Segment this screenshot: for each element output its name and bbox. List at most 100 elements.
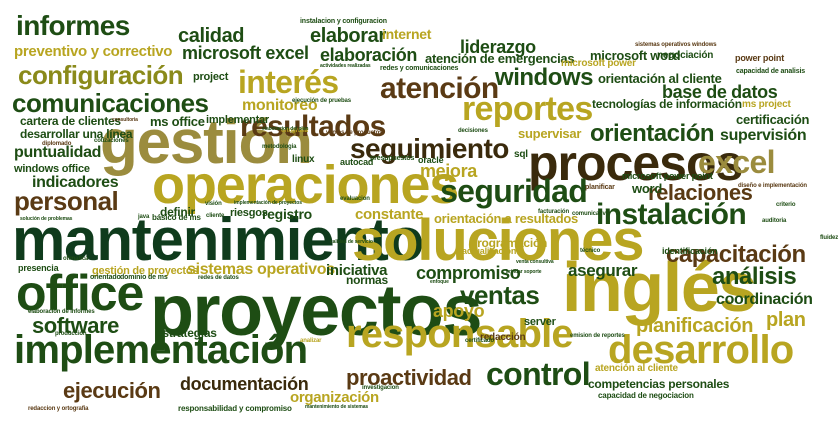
cloud-word: visión <box>205 201 222 207</box>
cloud-word: personal <box>14 186 119 216</box>
cloud-word: indicadores <box>32 174 119 191</box>
cloud-word: redes y comunicaciones <box>380 65 459 72</box>
cloud-word: procesos <box>528 135 743 191</box>
cloud-word: venta consultiva <box>516 259 554 265</box>
cloud-word: técnico <box>580 248 601 254</box>
cloud-word: presupuestos <box>370 155 415 162</box>
cloud-word: microsoft word <box>590 48 681 63</box>
cloud-word: ventas de productos <box>326 130 383 136</box>
cloud-word: preventivo y correctivo <box>14 43 173 60</box>
cloud-word: seguridad <box>440 173 588 209</box>
cloud-word: desarrollar una línea <box>20 127 133 141</box>
cloud-word: presencia <box>18 263 59 273</box>
cloud-word: orientación a resultados <box>434 211 579 226</box>
cloud-word: resultados <box>240 110 386 143</box>
cloud-word: supervisión <box>720 127 807 144</box>
cloud-word: organización <box>290 389 379 406</box>
cloud-word: capacidad de negociacion <box>598 391 694 400</box>
cloud-word: identificación <box>662 246 718 256</box>
cloud-word: actividades realizadas <box>320 63 371 69</box>
cloud-word: gestión de proyectos <box>92 265 199 277</box>
cloud-word: elaboración <box>320 45 418 65</box>
cloud-word: gestión <box>100 108 313 177</box>
cloud-word: power point <box>735 53 785 63</box>
cloud-word: plan <box>766 309 806 331</box>
cloud-word: facturación <box>538 209 570 215</box>
cloud-word: calidad <box>178 25 245 47</box>
cloud-word: implementar <box>206 114 269 126</box>
cloud-word: office <box>16 265 144 321</box>
cloud-word: control <box>486 356 591 392</box>
cloud-word: base de datos <box>662 82 778 102</box>
cloud-word: comunicativo <box>572 211 610 217</box>
cloud-word: analizar <box>300 338 322 344</box>
cloud-word: soluciones <box>352 208 645 273</box>
cloud-word: tecnologías de información <box>592 97 742 111</box>
cloud-word: diseño e implementación <box>738 183 807 189</box>
cloud-word: orientación <box>590 120 715 147</box>
cloud-word: software <box>32 313 119 338</box>
cloud-word: orientado <box>90 274 121 281</box>
cloud-word: redes de datos <box>198 275 239 281</box>
cloud-word: certificado <box>465 338 495 344</box>
cloud-word: metodologia <box>262 144 297 150</box>
cloud-word: instalación <box>596 198 747 231</box>
cloud-word: sql <box>514 149 528 160</box>
cloud-word: normas <box>346 273 388 287</box>
cloud-word: ms project <box>742 99 791 110</box>
cloud-word: windows office <box>14 163 90 175</box>
cloud-word: relaciones <box>648 180 753 205</box>
cloud-word: autocad <box>340 157 374 167</box>
cloud-word: atención al cliente <box>595 363 678 374</box>
cloud-word: diplomado <box>42 141 72 147</box>
cloud-word: supervisar <box>518 126 582 141</box>
cloud-word: ms office <box>150 114 205 129</box>
cloud-word: capacidad de analisis <box>736 68 806 75</box>
cloud-word: ortografia <box>281 128 308 134</box>
cloud-word: negociación <box>657 50 714 61</box>
cloud-word: microsoft power point <box>622 171 713 181</box>
cloud-word: monitoreo <box>242 97 318 114</box>
cloud-word: planificar <box>585 184 615 191</box>
cloud-word: internet <box>382 26 432 42</box>
cloud-word: solución de problemas <box>20 216 73 222</box>
cloud-word: planificación <box>636 315 754 337</box>
cloud-word: mantenimiento de sistemas <box>305 404 369 410</box>
cloud-word: excel <box>698 144 776 180</box>
cloud-word: elaborar <box>310 25 386 47</box>
cloud-word: auditoria <box>762 218 787 224</box>
cloud-word: redacción <box>480 332 526 343</box>
cloud-word: oracle <box>418 155 444 165</box>
cloud-word: documentación <box>180 374 309 394</box>
cloud-word: cliente <box>206 213 225 219</box>
cloud-word: configuración <box>18 60 184 90</box>
cloud-word: capacitación <box>666 241 806 268</box>
cloud-word: ejecución de pruebas <box>292 98 351 104</box>
cloud-word: competencias personales <box>588 377 730 391</box>
cloud-word: liderazgo <box>460 37 536 57</box>
cloud-word: reportes <box>462 90 593 128</box>
cloud-word: asegurar <box>568 261 638 280</box>
cloud-word: evaluacion <box>340 196 370 202</box>
cloud-word: calidad de servicio <box>330 239 373 245</box>
cloud-word: ofimatica <box>63 256 89 262</box>
cloud-word: básico de ms <box>152 213 201 222</box>
cloud-word: actualización <box>462 246 517 256</box>
cloud-word: interés <box>238 64 339 100</box>
cloud-word: investigacion <box>362 385 399 391</box>
cloud-word: decisiones <box>458 128 488 134</box>
cloud-word: orientación al cliente <box>598 71 722 86</box>
cloud-word: puntualidad <box>14 144 102 161</box>
cloud-word: compromiso <box>416 263 521 283</box>
cloud-word: linux <box>292 154 315 165</box>
cloud-word: microsoft power <box>561 58 636 69</box>
cloud-word: ventas <box>460 280 540 310</box>
cloud-word: fluidez <box>820 235 839 241</box>
cloud-word: seguimiento <box>350 133 509 164</box>
cloud-word: consultoria <box>112 117 138 123</box>
cloud-word: emision de reportes <box>570 333 625 339</box>
cloud-word: project <box>193 71 229 83</box>
cloud-word: brindar soporte <box>506 269 542 275</box>
cloud-word: proactividad <box>346 365 472 390</box>
cloud-word: constante <box>355 206 424 223</box>
